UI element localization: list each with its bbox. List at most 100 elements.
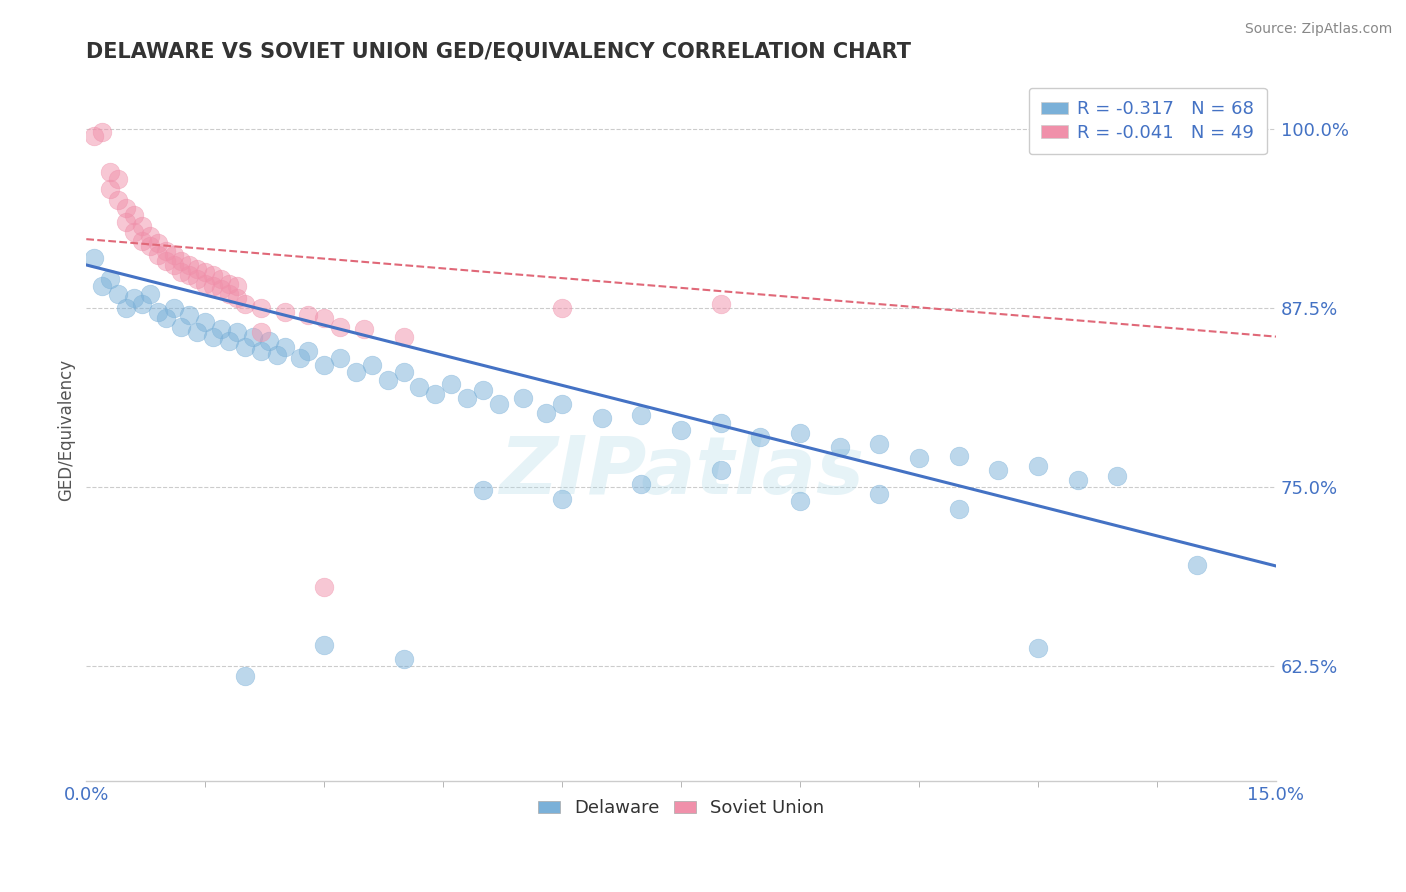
Point xyxy=(155,310,177,325)
Point xyxy=(115,301,138,315)
Point xyxy=(789,425,811,440)
Point xyxy=(1066,473,1088,487)
Point xyxy=(536,406,558,420)
Point xyxy=(131,219,153,234)
Point xyxy=(155,253,177,268)
Point xyxy=(1107,468,1129,483)
Text: Source: ZipAtlas.com: Source: ZipAtlas.com xyxy=(1244,22,1392,37)
Point xyxy=(146,248,169,262)
Text: DELAWARE VS SOVIET UNION GED/EQUIVALENCY CORRELATION CHART: DELAWARE VS SOVIET UNION GED/EQUIVALENCY… xyxy=(86,42,911,62)
Point xyxy=(329,351,352,365)
Text: ZIPatlas: ZIPatlas xyxy=(499,433,863,511)
Point xyxy=(194,315,217,329)
Point xyxy=(868,437,890,451)
Point xyxy=(257,334,280,348)
Point xyxy=(242,329,264,343)
Point xyxy=(131,234,153,248)
Point xyxy=(209,282,232,296)
Point xyxy=(146,305,169,319)
Point xyxy=(471,483,494,497)
Point xyxy=(360,359,382,373)
Point xyxy=(408,380,430,394)
Point xyxy=(249,301,271,315)
Point xyxy=(630,477,652,491)
Point xyxy=(122,208,145,222)
Point xyxy=(226,279,249,293)
Point xyxy=(98,182,121,196)
Point xyxy=(233,669,256,683)
Point xyxy=(290,351,312,365)
Point xyxy=(170,319,193,334)
Point xyxy=(948,449,970,463)
Point xyxy=(314,581,336,595)
Point xyxy=(266,348,288,362)
Point xyxy=(1185,558,1208,572)
Point xyxy=(98,165,121,179)
Point xyxy=(186,272,208,286)
Point xyxy=(789,494,811,508)
Point xyxy=(314,638,336,652)
Point xyxy=(233,340,256,354)
Point xyxy=(1026,458,1049,473)
Point xyxy=(908,451,931,466)
Point xyxy=(83,251,105,265)
Point xyxy=(273,340,295,354)
Point xyxy=(83,128,105,143)
Point xyxy=(710,463,733,477)
Point xyxy=(209,272,232,286)
Point xyxy=(1026,640,1049,655)
Point xyxy=(170,253,193,268)
Point xyxy=(202,329,225,343)
Point xyxy=(218,286,240,301)
Point xyxy=(186,326,208,340)
Point xyxy=(551,301,574,315)
Point xyxy=(868,487,890,501)
Point xyxy=(273,305,295,319)
Point xyxy=(344,366,367,380)
Point xyxy=(139,239,162,253)
Point xyxy=(139,286,162,301)
Point xyxy=(710,416,733,430)
Point xyxy=(226,326,249,340)
Point xyxy=(297,343,319,358)
Point xyxy=(139,229,162,244)
Point xyxy=(162,248,184,262)
Point xyxy=(749,430,772,444)
Legend: Delaware, Soviet Union: Delaware, Soviet Union xyxy=(531,792,831,824)
Point xyxy=(392,329,415,343)
Point xyxy=(131,296,153,310)
Point xyxy=(512,391,534,405)
Point xyxy=(377,373,399,387)
Point xyxy=(107,286,129,301)
Point xyxy=(218,277,240,291)
Point xyxy=(146,236,169,251)
Point xyxy=(209,322,232,336)
Point xyxy=(440,376,463,391)
Point xyxy=(226,291,249,305)
Y-axis label: GED/Equivalency: GED/Equivalency xyxy=(58,359,75,500)
Point xyxy=(630,409,652,423)
Point xyxy=(669,423,692,437)
Point xyxy=(987,463,1010,477)
Point xyxy=(115,215,138,229)
Point xyxy=(122,225,145,239)
Point xyxy=(179,258,201,272)
Point xyxy=(710,296,733,310)
Point xyxy=(948,501,970,516)
Point xyxy=(249,343,271,358)
Point xyxy=(202,279,225,293)
Point xyxy=(202,268,225,282)
Point xyxy=(249,326,271,340)
Point xyxy=(91,279,114,293)
Point xyxy=(107,172,129,186)
Point xyxy=(392,366,415,380)
Point xyxy=(107,194,129,208)
Point xyxy=(488,397,510,411)
Point xyxy=(218,334,240,348)
Point xyxy=(471,383,494,397)
Point xyxy=(186,262,208,277)
Point xyxy=(392,652,415,666)
Point xyxy=(179,308,201,322)
Point xyxy=(551,491,574,506)
Point xyxy=(162,301,184,315)
